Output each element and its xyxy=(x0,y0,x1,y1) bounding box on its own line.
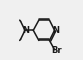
Text: N: N xyxy=(22,26,29,35)
Text: Br: Br xyxy=(51,46,62,55)
Text: N: N xyxy=(53,26,60,35)
